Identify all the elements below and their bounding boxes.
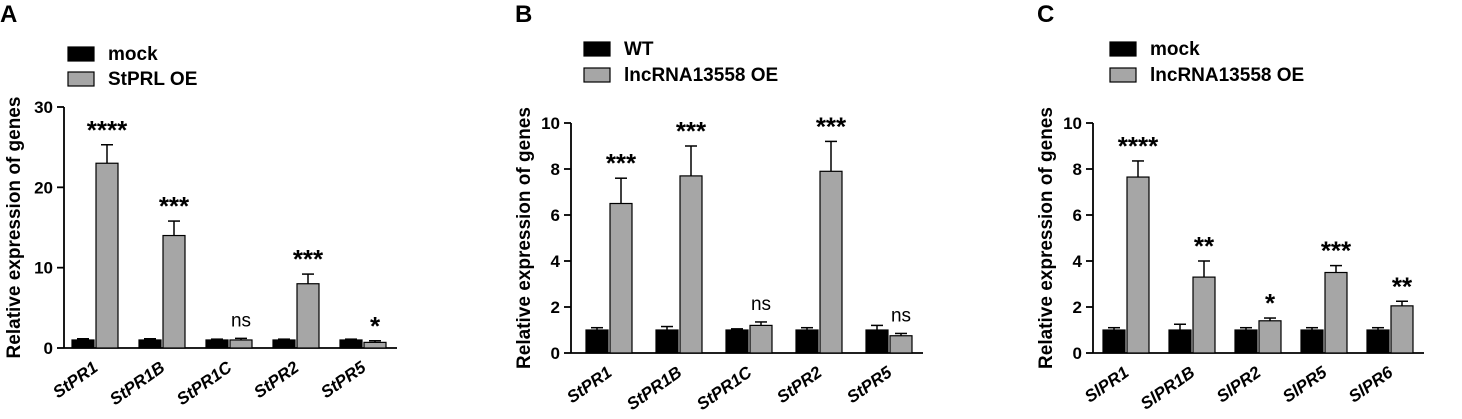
y-tick-label: 2 <box>551 298 560 317</box>
x-tick-label: StPR1C <box>693 362 756 414</box>
bar <box>229 339 253 349</box>
bar <box>162 234 186 349</box>
y-tick-label: 0 <box>1073 344 1082 363</box>
y-tick-label: 20 <box>34 178 53 197</box>
legend-label: lncRNA13558 OE <box>624 65 778 86</box>
y-tick-label: 0 <box>44 339 53 358</box>
significance-label: *** <box>293 244 324 274</box>
bar <box>889 335 913 354</box>
legend-swatch <box>1109 41 1137 57</box>
significance-label: * <box>370 311 381 341</box>
legend-label: WT <box>624 39 654 60</box>
bar <box>819 170 843 354</box>
panel-letter: A <box>0 1 17 28</box>
y-tick-label: 10 <box>541 114 560 133</box>
significance-label: ns <box>891 305 911 326</box>
panel-b: B WT lncRNA13558 OE 0 2 4 6 8 10 Relative express… <box>514 1 923 414</box>
legend-swatch <box>583 67 611 83</box>
bar <box>655 329 679 354</box>
panel-letter: C <box>1037 1 1054 28</box>
significance-label: *** <box>159 191 190 221</box>
legend-label: mock <box>108 44 158 65</box>
bar <box>865 329 889 354</box>
significance-label: *** <box>816 111 847 141</box>
bar <box>205 339 229 349</box>
significance-label: ns <box>751 294 771 315</box>
y-tick-label: 6 <box>551 206 560 225</box>
y-tick-label: 8 <box>1073 160 1082 179</box>
bar <box>71 339 95 349</box>
bar <box>679 175 703 354</box>
legend-label: mock <box>1150 39 1200 60</box>
bar <box>1102 329 1126 354</box>
y-tick-label: 10 <box>1063 114 1082 133</box>
bar <box>1168 329 1192 354</box>
bar <box>1324 271 1348 354</box>
y-tick-label: 6 <box>1073 206 1082 225</box>
bar <box>795 329 819 354</box>
x-tick-label: SlPR6 <box>1345 362 1397 406</box>
bar <box>95 162 119 349</box>
bar <box>725 329 749 354</box>
bar <box>1192 276 1216 354</box>
y-tick-label: 30 <box>34 98 53 117</box>
x-tick-label: StPR5 <box>843 362 895 407</box>
bar <box>1366 329 1390 354</box>
x-tick-label: StPR1B <box>623 363 685 414</box>
bar <box>339 339 363 349</box>
significance-label: *** <box>1321 236 1352 266</box>
bar <box>138 339 162 349</box>
x-tick-label: StPR1 <box>563 363 615 407</box>
legend-swatch <box>67 71 95 87</box>
y-axis-label: Relative expression of genes <box>4 97 25 359</box>
y-tick-label: 4 <box>551 252 561 271</box>
legend-swatch <box>1109 67 1137 83</box>
bar <box>272 339 296 349</box>
y-tick-label: 8 <box>551 160 560 179</box>
bar <box>363 341 387 349</box>
bar <box>1126 176 1150 354</box>
x-tick-label: SlPR1 <box>1081 363 1132 407</box>
y-axis-label: Relative expression of genes <box>1036 107 1057 369</box>
y-tick-label: 2 <box>1073 298 1082 317</box>
bar <box>749 324 773 354</box>
x-tick-label: StPR2 <box>773 362 825 407</box>
y-axis-label: Relative expression of genes <box>514 107 535 369</box>
significance-label: **** <box>87 115 128 145</box>
y-tick-label: 10 <box>34 259 53 278</box>
significance-label: ** <box>1194 231 1215 261</box>
x-tick-label: SlPR2 <box>1213 362 1265 406</box>
legend-label: lncRNA13558 OE <box>1150 65 1304 86</box>
panel-letter: B <box>515 1 532 28</box>
significance-label: *** <box>676 116 707 146</box>
bar <box>296 283 320 349</box>
significance-label: ns <box>231 310 251 331</box>
bar <box>1390 305 1414 354</box>
legend-swatch <box>583 41 611 57</box>
significance-label: *** <box>606 148 637 178</box>
legend-swatch <box>67 46 95 62</box>
bar <box>585 329 609 354</box>
bar <box>1234 329 1258 354</box>
x-tick-label: StPR1B <box>106 358 168 409</box>
bar <box>609 202 633 354</box>
y-tick-label: 0 <box>551 344 560 363</box>
bar <box>1258 320 1282 354</box>
significance-label: **** <box>1118 131 1159 161</box>
legend-label: StPRL OE <box>108 69 197 90</box>
significance-label: ** <box>1392 271 1413 301</box>
x-tick-label: SlPR1B <box>1137 363 1198 414</box>
x-tick-label: StPR1C <box>173 357 236 409</box>
bar <box>1300 329 1324 354</box>
significance-label: * <box>1265 288 1276 318</box>
x-tick-label: StPR1 <box>49 358 101 402</box>
x-tick-label: StPR5 <box>317 357 369 402</box>
y-tick-label: 4 <box>1073 252 1083 271</box>
x-tick-label: StPR2 <box>250 357 302 402</box>
x-tick-label: SlPR5 <box>1279 362 1331 406</box>
